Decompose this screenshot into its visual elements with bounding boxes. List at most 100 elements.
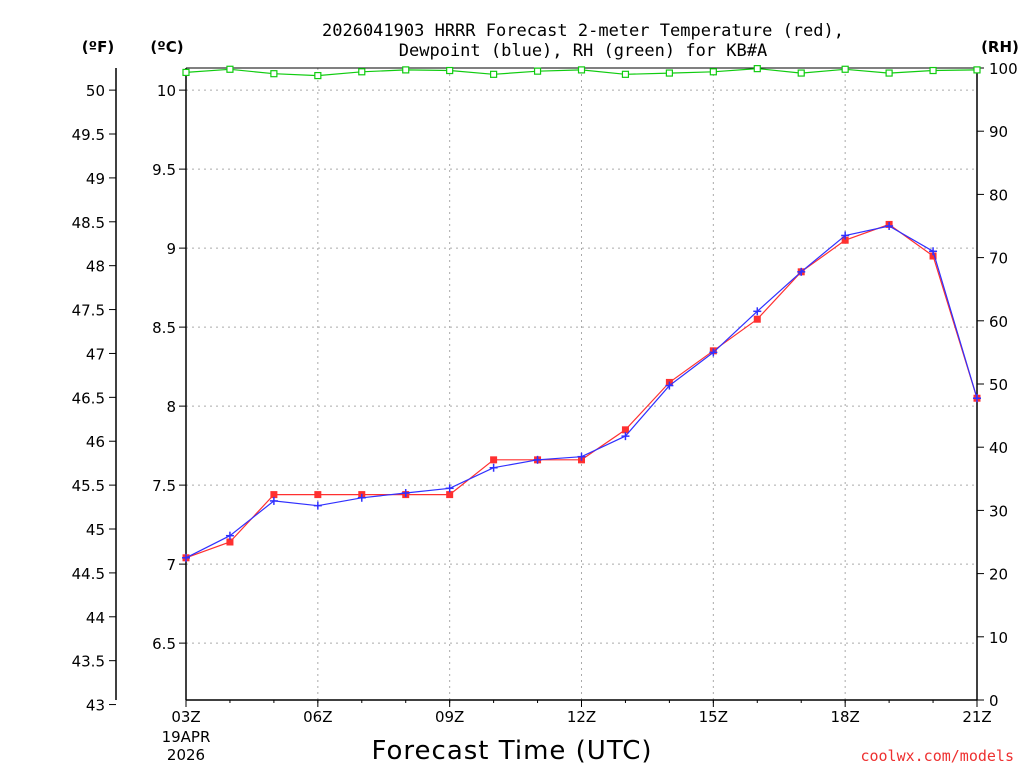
temperature-point: [753, 315, 761, 323]
temperature-point: [270, 491, 278, 499]
fahrenheit-unit-label: (ºF): [82, 38, 114, 56]
fahrenheit-tick-label: 49.5: [72, 126, 105, 144]
fahrenheit-tick-label: 44.5: [72, 565, 105, 583]
celsius-tick-label: 6.5: [152, 635, 176, 653]
rh-point: [797, 69, 805, 77]
celsius-unit-label: (ºC): [150, 38, 183, 56]
grid-lines: [186, 68, 977, 700]
rh-point: [490, 70, 498, 78]
celsius-tick-label: 7.5: [152, 477, 176, 495]
rh-tick-label: 0: [989, 692, 999, 710]
dewpoint-point: [401, 489, 410, 498]
fahrenheit-tick-label: 48.5: [72, 214, 105, 232]
temperature-point: [929, 252, 937, 260]
axes: [109, 67, 984, 707]
fahrenheit-tick-label: 45: [86, 521, 105, 539]
dewpoint-point: [973, 394, 981, 403]
fahrenheit-tick-label: 46.5: [72, 389, 105, 407]
fahrenheit-tick-label: 45.5: [72, 477, 105, 495]
dewpoint-point: [885, 222, 894, 230]
fahrenheit-tick-label: 47: [86, 345, 105, 363]
temperature-point: [226, 538, 234, 546]
dewpoint-point: [269, 496, 278, 505]
x-tick-label: 18Z: [830, 708, 859, 726]
temperature-point: [621, 426, 629, 434]
dewpoint-point: [841, 231, 850, 240]
fahrenheit-tick-label: 44: [86, 609, 105, 627]
rh-tick-label: 80: [989, 186, 1008, 204]
rh-tick-label: 50: [989, 376, 1008, 394]
rh-tick-label: 90: [989, 123, 1008, 141]
fahrenheit-tick-label: 49: [86, 170, 105, 188]
temperature-point: [314, 491, 322, 499]
rh-tick-label: 60: [989, 313, 1008, 331]
rh-point: [182, 68, 190, 77]
celsius-tick-label: 9.5: [152, 161, 176, 179]
dewpoint-point: [445, 484, 454, 493]
fahrenheit-tick-label: 43.5: [72, 653, 105, 671]
rh-point: [665, 69, 673, 77]
rh-tick-label: 70: [989, 250, 1008, 268]
rh-tick-label: 100: [989, 60, 1018, 78]
dewpoint-point: [929, 247, 938, 256]
celsius-tick-label: 9: [166, 240, 176, 258]
rh-point: [446, 66, 454, 75]
celsius-tick-label: 7: [166, 556, 176, 574]
dewpoint-point: [182, 553, 190, 562]
tick-labels: 03Z 06Z 09Z 12Z 15Z 18Z 21Z 6.5 7 7.5 8 8.5 9 9.5 10 43…: [72, 60, 1018, 726]
dewpoint-point: [225, 531, 234, 540]
celsius-tick-label: 10: [157, 82, 176, 100]
x-tick-label: 03Z: [171, 708, 200, 726]
rh-tick-label: 40: [989, 439, 1008, 457]
chart-title-line2: Dewpoint (blue), RH (green) for KB#A: [399, 41, 767, 61]
dewpoint-line: [185, 225, 978, 559]
rh-point: [358, 68, 366, 76]
fahrenheit-tick-label: 46: [86, 433, 105, 451]
dewpoint-point: [489, 463, 498, 472]
fahrenheit-tick-label: 50: [86, 82, 105, 100]
rh-unit-label: (RH): [981, 38, 1019, 56]
x-tick-label: 06Z: [303, 708, 332, 726]
dewpoint-point: [621, 432, 630, 441]
temperature-point: [841, 236, 849, 244]
rh-point: [841, 65, 849, 73]
fahrenheit-tick-label: 48: [86, 258, 105, 276]
credit-link[interactable]: coolwx.com/models: [860, 747, 1014, 765]
temperature-point: [490, 456, 498, 464]
rh-point: [621, 70, 630, 78]
rh-point: [885, 69, 893, 77]
chart-title-line1: 2026041903 HRRR Forecast 2-meter Tempera…: [322, 21, 844, 41]
rh-tick-label: 10: [989, 629, 1008, 647]
rh-point: [973, 66, 981, 74]
x-tick-label: 09Z: [435, 708, 464, 726]
dewpoint-point: [313, 501, 322, 510]
temperature-point: [446, 491, 454, 499]
rh-point: [314, 71, 322, 80]
series: [182, 65, 981, 562]
rh-tick-label: 30: [989, 502, 1008, 520]
rh-point: [533, 67, 542, 75]
x-tick-label: 15Z: [699, 708, 728, 726]
dewpoint-point: [357, 493, 366, 502]
rh-point: [709, 68, 717, 76]
rh-point: [226, 65, 234, 73]
dewpoint-point: [797, 267, 806, 276]
x-start-date-label: 19APR: [162, 728, 211, 746]
dewpoint-point: [577, 452, 586, 461]
fahrenheit-tick-label: 43: [86, 697, 105, 715]
rh-point: [270, 70, 278, 78]
rh-tick-label: 20: [989, 566, 1008, 584]
fahrenheit-tick-label: 47.5: [72, 302, 105, 320]
rh-point: [577, 66, 586, 74]
x-tick-label: 12Z: [567, 708, 596, 726]
dewpoint-point: [665, 381, 674, 390]
rh-point: [929, 66, 937, 75]
dewpoint-point: [709, 348, 718, 357]
dewpoint-point: [753, 307, 762, 316]
celsius-tick-label: 8: [166, 398, 176, 416]
x-tick-label: 21Z: [962, 708, 991, 726]
rh-point: [402, 66, 410, 74]
dewpoint-point: [533, 455, 542, 464]
x-start-year-label: 2026: [167, 746, 205, 764]
